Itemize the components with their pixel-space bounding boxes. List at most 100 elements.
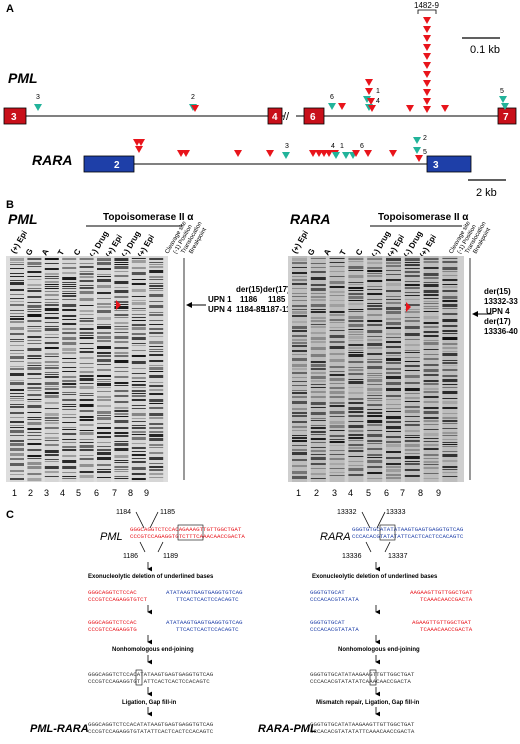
gel-band <box>367 395 383 396</box>
left-seq2a-bot: CCCGTCCAGAGGTGTCT <box>88 596 148 603</box>
gel-band <box>97 383 111 386</box>
gel-band <box>423 417 439 419</box>
gel-band <box>10 373 24 376</box>
gel-band <box>292 430 307 431</box>
gel-band <box>62 414 77 415</box>
gel-band <box>329 314 345 316</box>
gel-band <box>97 306 111 308</box>
gel-band <box>97 359 111 362</box>
gel-band <box>131 373 146 374</box>
svg-text:UPN 4: UPN 4 <box>486 307 510 316</box>
gel-band <box>423 303 439 304</box>
gel-band <box>386 337 401 338</box>
gel-band <box>348 447 364 449</box>
gel-band <box>62 267 77 269</box>
gel-band <box>131 258 146 259</box>
gel-band <box>27 412 42 413</box>
gel-band <box>329 450 345 451</box>
gel-band <box>329 281 345 284</box>
gel-band <box>310 380 326 382</box>
gel-band <box>367 404 383 406</box>
svg-text:1187-1191: 1187-1191 <box>262 305 300 314</box>
gel-band <box>131 421 146 422</box>
gel-band <box>442 384 458 385</box>
gel-band <box>386 395 401 397</box>
gel-band <box>27 367 42 370</box>
gel-band <box>44 466 59 469</box>
gel-band <box>27 435 42 436</box>
gel-band <box>310 354 326 357</box>
gel-band <box>386 341 401 343</box>
left-lane-numbers: 1 2 3 4 5 6 7 8 9 <box>12 488 149 498</box>
breakpoint-cluster <box>423 17 431 113</box>
gel-band <box>27 439 42 440</box>
gel-band <box>404 262 420 263</box>
gel-band <box>27 362 42 364</box>
gel-band <box>149 463 164 464</box>
svg-text:3: 3 <box>332 488 337 498</box>
rara-exon-2: 2 <box>83 155 135 173</box>
gel-band <box>310 457 326 460</box>
svg-text:5: 5 <box>366 488 371 498</box>
gel-band <box>44 422 59 424</box>
gel-band <box>114 427 129 429</box>
right-breakpoint-arrowhead <box>472 311 478 317</box>
gel-band <box>329 341 345 343</box>
gel-band <box>131 289 146 292</box>
gel-band <box>114 336 129 339</box>
gel-band <box>62 328 77 330</box>
gel-band <box>149 336 164 337</box>
gel-band <box>27 473 42 475</box>
left-pos-1186: 1186 <box>123 553 138 560</box>
gel-band <box>292 321 307 323</box>
gel-band <box>44 308 59 311</box>
gel-band <box>310 361 326 363</box>
gel-band <box>292 276 307 277</box>
gel-band <box>404 309 420 310</box>
gel-band <box>44 326 59 327</box>
gel-band <box>404 295 420 296</box>
gel-band <box>310 402 326 405</box>
gel-band <box>44 367 59 369</box>
gel-band <box>367 424 383 426</box>
gel-band <box>367 388 383 391</box>
gel-band <box>131 451 146 452</box>
gel-band <box>10 273 24 274</box>
gel-band <box>404 320 420 322</box>
gel-band <box>348 261 364 262</box>
gel-band <box>149 417 164 419</box>
gel-band <box>79 276 94 278</box>
gel-band <box>62 342 77 345</box>
gel-band <box>386 441 401 443</box>
left-pos-1185: 1185 <box>160 509 175 516</box>
gel-band <box>348 309 364 310</box>
gel-band <box>292 392 307 394</box>
pml-exon-7: 7 <box>497 107 517 125</box>
gel-band <box>442 428 458 429</box>
gel-band <box>44 444 59 446</box>
gel-band <box>404 317 420 318</box>
gel-band <box>79 419 94 421</box>
gel-band <box>62 348 77 351</box>
right-annotation: der(15) 13332-33 UPN 4 der(17) 13336-40 <box>484 287 518 336</box>
gel-band <box>44 353 59 355</box>
gel-band <box>367 460 383 463</box>
gel-band <box>348 270 364 271</box>
svg-text:6: 6 <box>94 488 99 498</box>
gel-band <box>97 375 111 377</box>
gel-band <box>292 437 307 439</box>
gel-band <box>97 452 111 455</box>
gel-band <box>386 296 401 297</box>
gel-band <box>10 264 24 265</box>
gel-band <box>386 279 401 281</box>
gel-band <box>97 340 111 342</box>
gel-band <box>404 344 420 346</box>
gel-band <box>62 472 77 473</box>
gel-band <box>310 277 326 280</box>
gel-band <box>292 315 307 317</box>
gel-band <box>27 378 42 379</box>
gel-band <box>386 474 401 476</box>
gel-band <box>149 320 164 321</box>
gel-band <box>310 418 326 419</box>
gel-band <box>10 350 24 351</box>
